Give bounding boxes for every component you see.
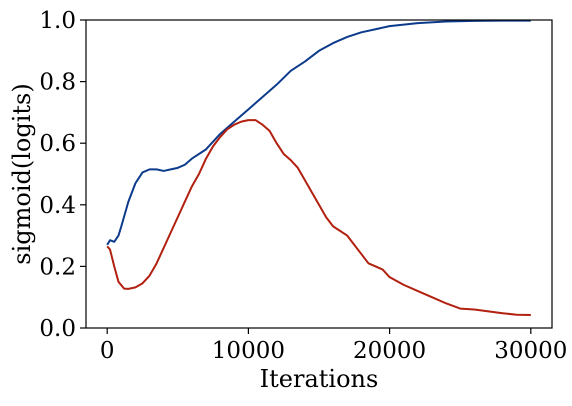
x-axis-ticks: 0 10000 20000 30000: [100, 328, 567, 364]
y-axis-ticks: 0.0 0.2 0.4 0.6 0.8 1.0: [39, 8, 86, 342]
plot-frame: [85, 19, 553, 329]
y-tick-label: 0.6: [39, 131, 76, 157]
x-tick-label: 10000: [212, 338, 285, 364]
x-axis-label: Iterations: [260, 365, 379, 393]
y-axis-label: sigmoid(logits): [8, 83, 36, 264]
x-tick-label: 30000: [494, 338, 567, 364]
x-tick-label: 0: [100, 338, 115, 364]
x-tick-label: 20000: [353, 338, 426, 364]
y-tick-label: 0.2: [39, 254, 76, 280]
series-line-2: [106, 119, 531, 317]
y-tick-label: 0.0: [39, 316, 76, 342]
y-tick-label: 1.0: [39, 8, 76, 34]
y-tick-label: 0.8: [39, 70, 76, 96]
series-layer: [106, 19, 531, 317]
series-line-1: [106, 19, 531, 246]
y-tick-label: 0.4: [39, 193, 76, 219]
